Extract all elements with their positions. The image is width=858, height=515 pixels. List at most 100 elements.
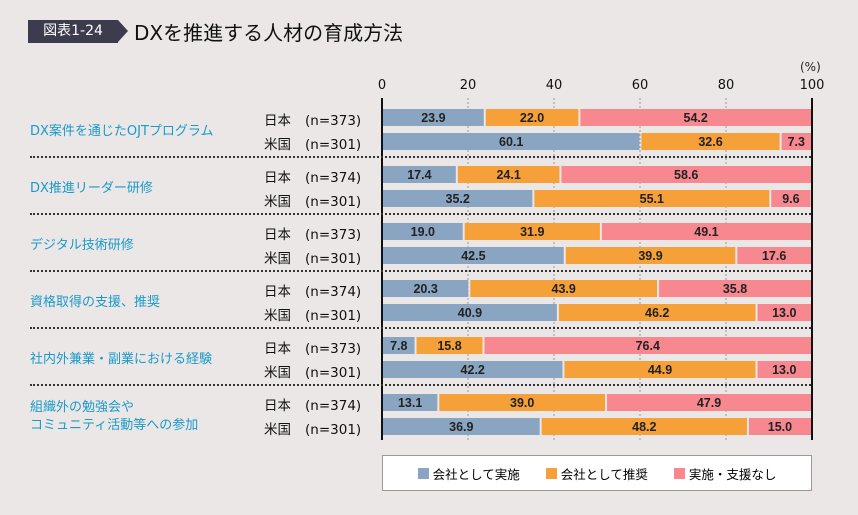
data-label: 48.2	[632, 420, 656, 434]
legend-label: 会社として推奨	[560, 466, 648, 482]
country-label: 日本	[264, 170, 291, 186]
group-separator	[30, 384, 811, 386]
data-label: 20.3	[413, 282, 437, 296]
category-label: DX推進リーダー研修	[30, 181, 153, 196]
data-label: 40.9	[458, 306, 482, 320]
country-label: 米国	[264, 365, 291, 381]
sample-size-label: (n=301)	[305, 308, 362, 324]
bar-segment	[564, 361, 756, 378]
data-label: 55.1	[640, 192, 664, 206]
data-label: 44.9	[648, 363, 672, 377]
data-label: 54.2	[684, 111, 708, 125]
bar-segment	[382, 304, 557, 321]
row-label: 日本 (n=374)	[264, 394, 361, 414]
country-label: 米国	[264, 422, 291, 438]
sample-size-label: (n=301)	[305, 365, 362, 381]
bar-segment	[607, 394, 811, 411]
chart-title: DXを推進する人材の育成方法	[134, 21, 404, 45]
country-label: 日本	[264, 227, 291, 243]
bar-segment	[601, 223, 811, 240]
sample-size-label: (n=374)	[305, 398, 362, 414]
data-label: 9.6	[782, 192, 799, 206]
x-tick-label: 60	[631, 78, 649, 93]
data-label: 7.8	[390, 339, 407, 353]
data-label: 15.0	[768, 420, 792, 434]
data-label: 58.6	[674, 168, 698, 182]
figure-number-badge: 図表1-24	[28, 20, 118, 43]
y-axis-line	[381, 98, 383, 440]
row-label: 米国 (n=301)	[264, 418, 361, 438]
x-tick-label: 40	[545, 78, 563, 93]
sample-size-label: (n=373)	[305, 227, 362, 243]
sample-size-label: (n=301)	[305, 194, 362, 210]
data-label: 13.0	[772, 306, 796, 320]
bar-segment	[439, 394, 606, 411]
bar-segment	[659, 280, 811, 297]
data-label: 31.9	[520, 225, 544, 239]
data-label: 42.2	[461, 363, 485, 377]
data-label: 35.2	[446, 192, 470, 206]
data-label: 76.4	[636, 339, 660, 353]
bar-segment	[382, 418, 540, 435]
bar-segment	[382, 394, 438, 411]
x-tick-label: 0	[377, 78, 387, 93]
sample-size-label: (n=373)	[305, 113, 362, 129]
row-label: 米国 (n=301)	[264, 304, 361, 324]
category-label: 組織外の勉強会や コミュニティ活動等への参加	[30, 400, 199, 433]
group-separator	[30, 270, 811, 272]
bar-segment	[558, 304, 756, 321]
bar-segment	[470, 280, 658, 297]
group-separator	[30, 213, 811, 215]
country-label: 米国	[264, 251, 291, 267]
bar-segment	[382, 247, 564, 264]
country-label: 日本	[264, 341, 291, 357]
country-label: 米国	[264, 137, 291, 153]
bar-segment	[382, 133, 640, 150]
data-label: 23.9	[421, 111, 445, 125]
data-label: 47.9	[697, 396, 721, 410]
row-label: 日本 (n=374)	[264, 166, 361, 186]
country-label: 米国	[264, 308, 291, 324]
bar-segment	[484, 337, 811, 354]
data-label: 46.2	[645, 306, 669, 320]
data-label: 39.9	[638, 249, 662, 263]
sample-size-label: (n=301)	[305, 251, 362, 267]
legend-label: 実施・支援なし	[688, 466, 777, 482]
group-separator	[30, 156, 811, 158]
bar-segment	[565, 247, 736, 264]
data-label: 60.1	[499, 135, 523, 149]
bar-segment	[416, 337, 483, 354]
bar-segment	[541, 418, 747, 435]
category-label: 社内外兼業・副業における経験	[30, 352, 213, 367]
bar-segment	[737, 247, 811, 264]
row-label: 米国 (n=301)	[264, 190, 361, 210]
bar-segment	[561, 166, 811, 183]
bar-segment	[641, 133, 780, 150]
row-label: 日本 (n=374)	[264, 280, 361, 300]
data-label: 17.4	[407, 168, 431, 182]
legend-swatch	[417, 467, 429, 479]
legend-swatch	[545, 467, 557, 479]
row-label: 日本 (n=373)	[264, 109, 361, 129]
data-label: 39.0	[510, 396, 534, 410]
category-label: 資格取得の支援、推奨	[30, 295, 161, 310]
data-label: 7.3	[788, 135, 805, 149]
data-label: 13.1	[398, 396, 422, 410]
x-tick-label: 20	[459, 78, 477, 93]
sample-size-label: (n=374)	[305, 284, 362, 300]
data-label: 22.0	[520, 111, 544, 125]
legend-swatch	[673, 467, 685, 479]
legend-item: 会社として推奨	[545, 464, 648, 483]
group-separator	[30, 327, 811, 329]
data-label: 17.6	[762, 249, 786, 263]
sample-size-label: (n=373)	[305, 341, 362, 357]
bar-segment	[534, 190, 770, 207]
sample-size-label: (n=301)	[305, 137, 362, 153]
data-label: 42.5	[461, 249, 485, 263]
legend-item: 会社として実施	[417, 464, 520, 483]
bar-segment	[748, 418, 811, 435]
x-tick-label: 100	[799, 78, 825, 93]
data-label: 36.9	[449, 420, 473, 434]
